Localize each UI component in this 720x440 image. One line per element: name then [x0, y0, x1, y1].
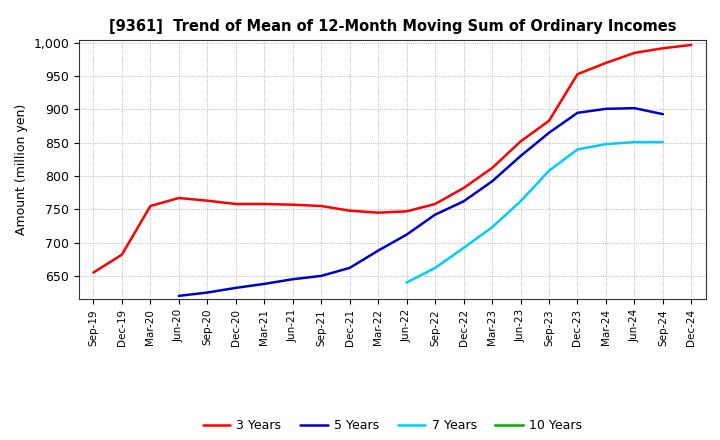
Line: 5 Years: 5 Years: [179, 108, 663, 296]
3 Years: [232, 202, 240, 207]
3 Years: [487, 165, 496, 171]
5 Years: [174, 293, 183, 298]
7 Years: [602, 142, 611, 147]
3 Years: [545, 118, 554, 124]
3 Years: [402, 209, 411, 214]
3 Years: [687, 42, 696, 48]
3 Years: [573, 72, 582, 77]
3 Years: [89, 270, 98, 275]
5 Years: [459, 199, 468, 204]
7 Years: [659, 139, 667, 145]
3 Years: [203, 198, 212, 203]
Line: 7 Years: 7 Years: [407, 142, 663, 282]
7 Years: [487, 225, 496, 230]
3 Years: [659, 46, 667, 51]
3 Years: [459, 185, 468, 191]
5 Years: [260, 281, 269, 286]
5 Years: [317, 273, 325, 279]
5 Years: [573, 110, 582, 115]
Y-axis label: Amount (million yen): Amount (million yen): [15, 104, 28, 235]
5 Years: [630, 106, 639, 111]
3 Years: [630, 50, 639, 55]
7 Years: [630, 139, 639, 145]
3 Years: [516, 139, 525, 144]
5 Years: [516, 154, 525, 159]
3 Years: [117, 252, 126, 257]
3 Years: [346, 208, 354, 213]
Title: [9361]  Trend of Mean of 12-Month Moving Sum of Ordinary Incomes: [9361] Trend of Mean of 12-Month Moving …: [109, 19, 676, 34]
3 Years: [289, 202, 297, 207]
7 Years: [573, 147, 582, 152]
3 Years: [602, 60, 611, 66]
3 Years: [174, 195, 183, 201]
5 Years: [487, 179, 496, 184]
Legend: 3 Years, 5 Years, 7 Years, 10 Years: 3 Years, 5 Years, 7 Years, 10 Years: [198, 414, 587, 437]
5 Years: [602, 106, 611, 111]
3 Years: [431, 202, 439, 207]
5 Years: [346, 265, 354, 271]
5 Years: [659, 111, 667, 117]
7 Years: [431, 265, 439, 271]
3 Years: [374, 210, 382, 215]
5 Years: [289, 277, 297, 282]
5 Years: [545, 130, 554, 136]
5 Years: [374, 248, 382, 253]
5 Years: [232, 285, 240, 290]
7 Years: [402, 280, 411, 285]
7 Years: [459, 246, 468, 251]
5 Years: [203, 290, 212, 295]
3 Years: [317, 203, 325, 209]
7 Years: [545, 168, 554, 173]
5 Years: [431, 212, 439, 217]
5 Years: [402, 232, 411, 237]
Line: 3 Years: 3 Years: [94, 45, 691, 272]
3 Years: [146, 203, 155, 209]
7 Years: [516, 199, 525, 204]
3 Years: [260, 202, 269, 207]
